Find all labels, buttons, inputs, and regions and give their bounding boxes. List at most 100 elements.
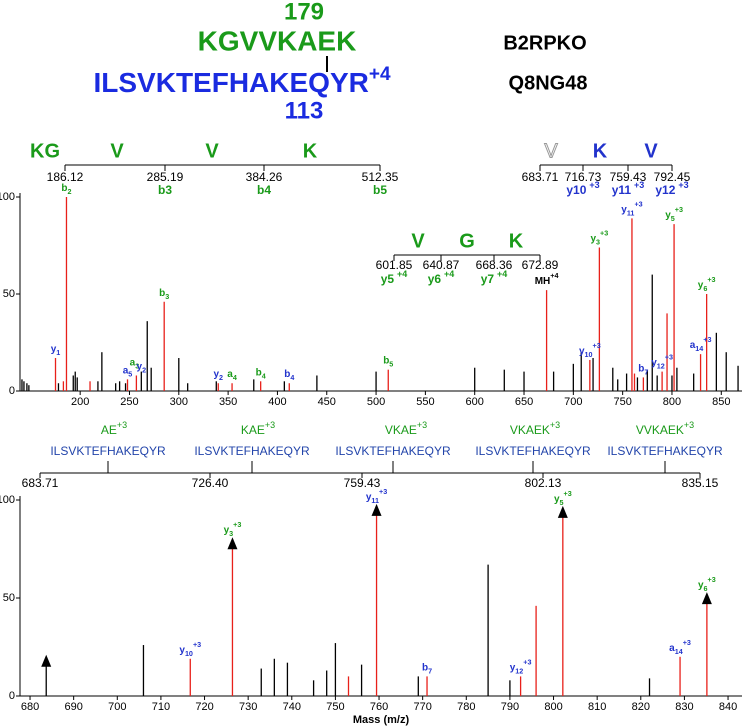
x-tick-label: 690 bbox=[64, 701, 82, 713]
protein-id: Q8NG48 bbox=[509, 72, 588, 94]
x-tick-label: 750 bbox=[613, 396, 631, 408]
ladder-mass: 672.89 bbox=[522, 258, 559, 272]
ladder-mass: 792.45 bbox=[654, 170, 691, 184]
y-tick-label: 100 bbox=[0, 494, 15, 506]
fragment-label: VVKAEK+3 bbox=[636, 420, 694, 437]
peak-label: y12+3 bbox=[651, 353, 673, 371]
residue: V bbox=[544, 140, 558, 162]
ladder-mass: 668.36 bbox=[476, 258, 513, 272]
x-tick-label: 200 bbox=[71, 396, 89, 408]
x-tick-label: 700 bbox=[108, 701, 126, 713]
peptide: KGVVKAEK bbox=[198, 25, 357, 56]
x-tick-label: 300 bbox=[170, 396, 188, 408]
residue: V bbox=[644, 140, 658, 162]
fragment-peptide: ILSVKTEFHAKEQYR bbox=[50, 444, 166, 458]
peak-label: y11+3 bbox=[621, 200, 642, 218]
x-tick-label: 250 bbox=[120, 396, 138, 408]
ladder-ion: y6 +4 bbox=[428, 269, 455, 286]
x-tick-label: 600 bbox=[466, 396, 484, 408]
ladder-mass: 726.40 bbox=[192, 476, 229, 490]
peak-label: b4 bbox=[256, 367, 266, 381]
ladder-mass: 640.87 bbox=[423, 258, 460, 272]
ladder-ion: b4 bbox=[257, 183, 271, 197]
residue: K bbox=[509, 230, 524, 252]
ladder-ion: y11 +3 bbox=[612, 180, 645, 197]
x-tick-label: 730 bbox=[239, 701, 257, 713]
fragment-peptide: ILSVKTEFHAKEQYR bbox=[194, 444, 310, 458]
x-tick-label: 820 bbox=[632, 701, 650, 713]
ladder-ion: b3 bbox=[158, 183, 172, 197]
ladder-mass: 835.15 bbox=[682, 476, 719, 490]
peak-label: b7 bbox=[422, 662, 432, 676]
x-tick-label: 750 bbox=[326, 701, 344, 713]
peak-label: y11+3 bbox=[366, 487, 387, 505]
peak-label: y12+3 bbox=[510, 658, 532, 676]
peak-label: y1 bbox=[51, 344, 61, 358]
peak-label: a5 bbox=[123, 365, 133, 379]
protein-id: B2RPKO bbox=[503, 32, 586, 54]
residue: G bbox=[459, 230, 475, 252]
peak-label: y3+3 bbox=[590, 229, 608, 247]
ladder-mass: 512.35 bbox=[362, 170, 399, 184]
fragment-label: VKAEK+3 bbox=[510, 420, 560, 437]
peak-arrow bbox=[557, 505, 568, 518]
fragment-peptide: ILSVKTEFHAKEQYR bbox=[475, 444, 591, 458]
x-tick-label: 500 bbox=[367, 396, 385, 408]
peak-label: b3 bbox=[159, 287, 169, 301]
fragment-label: AE+3 bbox=[101, 420, 127, 437]
peak-label: y10+3 bbox=[579, 341, 601, 359]
peak-label: y10+3 bbox=[179, 640, 201, 658]
peak-label: b7 bbox=[638, 363, 648, 377]
x-tick-label: 710 bbox=[152, 701, 170, 713]
site-label: 179 bbox=[284, 0, 324, 25]
peak-label: y6+3 bbox=[698, 575, 716, 593]
x-tick-label: 840 bbox=[719, 701, 737, 713]
x-tick-label: 790 bbox=[501, 701, 519, 713]
x-tick-label: 740 bbox=[283, 701, 301, 713]
peak-label: y2 bbox=[213, 369, 223, 383]
ladder-ion: y10 +3 bbox=[566, 180, 599, 197]
ladder-ion: b5 bbox=[373, 183, 387, 197]
peak-label: a4 bbox=[227, 369, 237, 383]
residue: KG bbox=[30, 140, 60, 162]
x-tick-label: 850 bbox=[712, 396, 730, 408]
peak-label: y5+3 bbox=[554, 489, 572, 507]
peak-label: y3+3 bbox=[224, 521, 242, 539]
peak-label: b5 bbox=[383, 355, 393, 369]
y-tick-label: 50 bbox=[3, 288, 15, 300]
ladder-mass: 683.71 bbox=[522, 170, 559, 184]
residue: K bbox=[593, 140, 608, 162]
x-tick-label: 800 bbox=[544, 701, 562, 713]
peak-arrow bbox=[701, 592, 712, 605]
ladder-mass: 601.85 bbox=[376, 258, 413, 272]
x-tick-label: 770 bbox=[413, 701, 431, 713]
ladder-mass: 802.13 bbox=[525, 476, 562, 490]
peak-arrow bbox=[371, 503, 382, 516]
peak-label: a3 bbox=[130, 357, 140, 371]
x-tick-label: 810 bbox=[588, 701, 606, 713]
x-tick-label: 550 bbox=[416, 396, 434, 408]
ladder-mass: 683.71 bbox=[22, 476, 59, 490]
x-tick-label: 780 bbox=[457, 701, 475, 713]
peak-label: MH+4 bbox=[535, 272, 559, 287]
ladder-mass: 716.73 bbox=[565, 170, 602, 184]
residue: V bbox=[205, 140, 219, 162]
residue: V bbox=[110, 140, 124, 162]
ladder-mass: 759.43 bbox=[610, 170, 647, 184]
peptide: ILSVKTEFHAKEQYR+4 bbox=[93, 64, 390, 99]
fragment-peptide: ILSVKTEFHAKEQYR bbox=[335, 444, 451, 458]
peak-label: y5+3 bbox=[665, 206, 683, 224]
y-tick-label: 0 bbox=[9, 690, 15, 702]
x-tick-label: 680 bbox=[21, 701, 39, 713]
residue: K bbox=[303, 140, 318, 162]
residue: V bbox=[411, 230, 425, 252]
peak-arrow bbox=[227, 537, 238, 550]
peak-label: a14+3 bbox=[669, 638, 691, 656]
fragment-peptide: ILSVKTEFHAKEQYR bbox=[607, 444, 723, 458]
x-tick-label: 800 bbox=[663, 396, 681, 408]
fragment-label: VKAE+3 bbox=[385, 420, 427, 437]
x-tick-label: 400 bbox=[268, 396, 286, 408]
peak-label: b4 bbox=[284, 369, 294, 383]
peak-label: a14+3 bbox=[690, 336, 712, 354]
